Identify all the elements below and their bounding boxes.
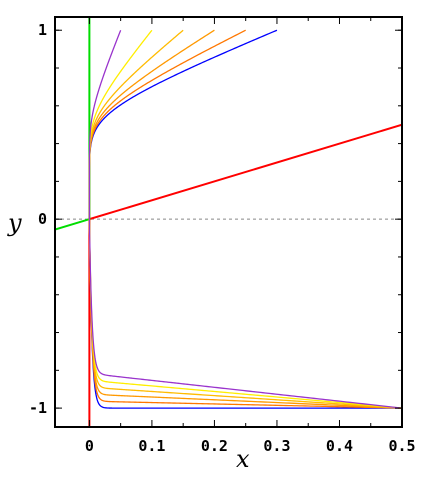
series-line-lower-7	[88, 219, 402, 409]
x-tick-label: 0.1	[138, 437, 165, 455]
y-axis-label: y	[7, 209, 22, 237]
series-line-lower-3	[88, 219, 402, 409]
series-line-lower-4	[88, 219, 402, 409]
plot-frame	[54, 16, 403, 428]
y-tick-label: 1	[38, 21, 47, 39]
y-tick-label: -1	[29, 399, 47, 417]
x-tick-label: 0.2	[201, 437, 228, 455]
series-line-lower-6	[88, 219, 402, 409]
series-line-upper-7	[88, 29, 122, 220]
y-tick-label: 0	[38, 210, 47, 228]
x-axis-label: x	[236, 445, 250, 473]
x-tick-label: 0.5	[388, 437, 415, 455]
series-line-lower-5	[88, 219, 402, 409]
x-tick-label: 0	[85, 437, 94, 455]
x-tick-label: 0.3	[263, 437, 290, 455]
x-tick-label: 0.4	[326, 437, 353, 455]
plot-background	[55, 17, 402, 427]
series-line-lower-2	[88, 219, 402, 409]
